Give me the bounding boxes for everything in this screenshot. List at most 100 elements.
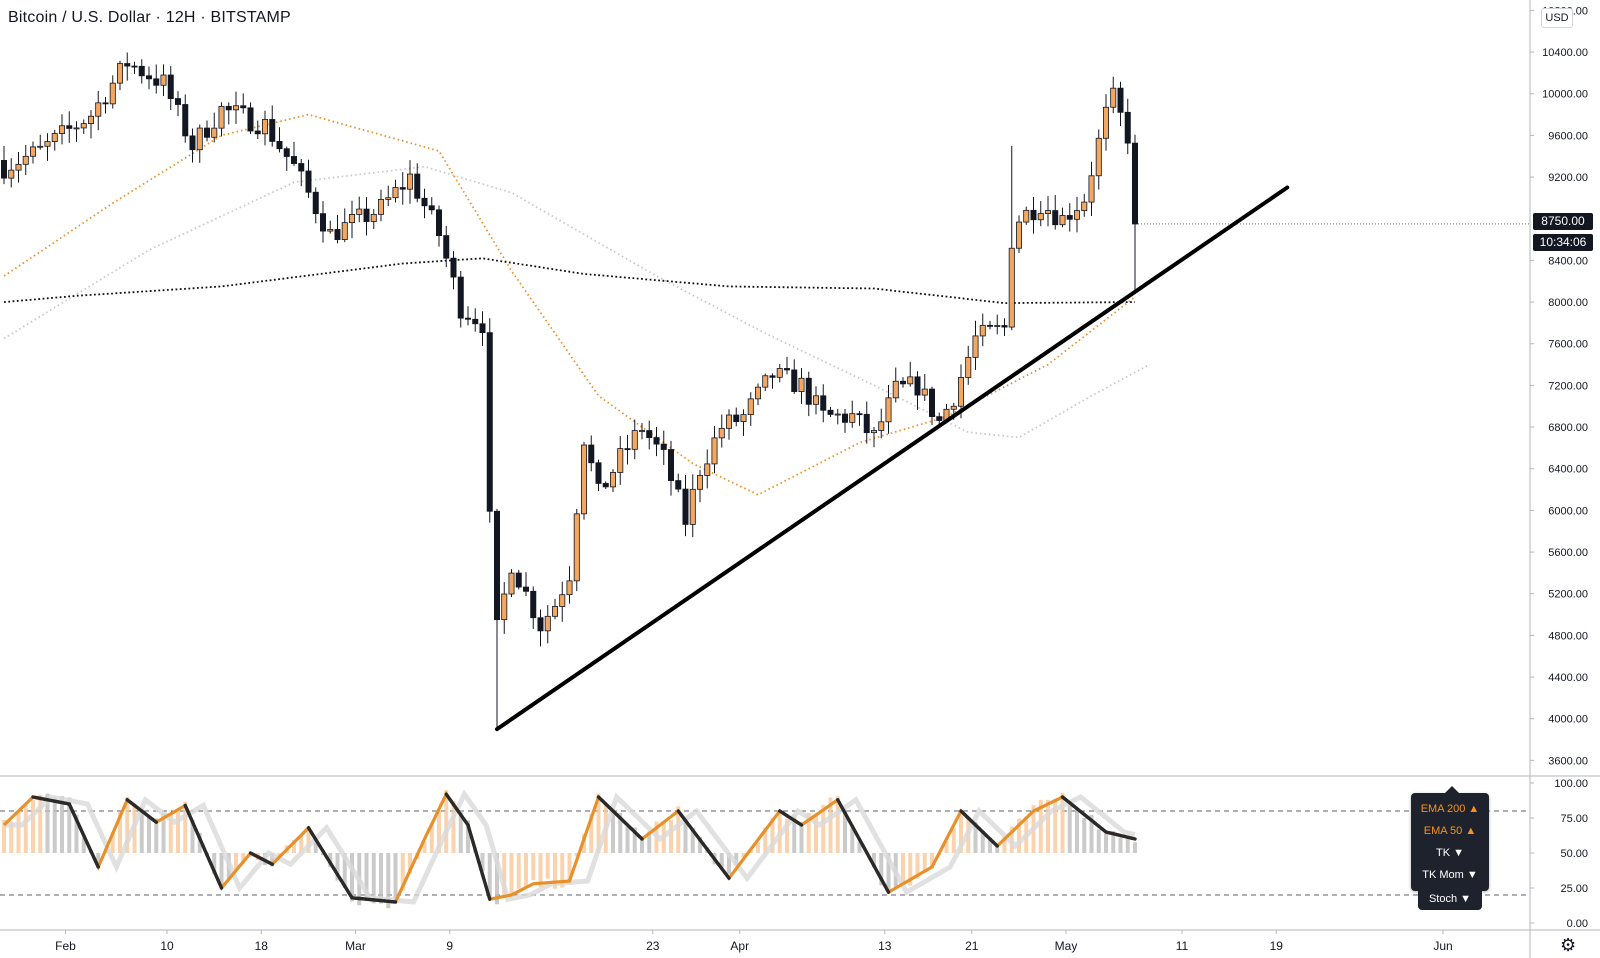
momentum-bar [647,831,652,853]
momentum-bar [458,809,463,853]
candle [182,94,189,143]
legend-ema200[interactable]: EMA 200 ▲ [1420,803,1480,815]
candle [261,110,268,146]
candle [196,124,203,163]
candle [740,409,747,436]
momentum-bar [241,853,246,862]
candle-down [298,163,305,172]
settings-gear-icon[interactable]: ⚙ [1560,935,1577,955]
legend-tk[interactable]: TK ▼ [1436,847,1464,859]
candle-down [450,257,457,278]
candle-up [1059,215,1066,226]
candle-up [348,214,355,224]
candle [994,314,1001,335]
stoch-pane [0,789,1530,909]
momentum-bar [850,828,855,853]
candle-down [682,488,689,525]
momentum-bar [908,853,913,886]
candle [914,371,921,410]
candle [907,361,914,387]
candle [73,121,80,142]
candle-down [1001,325,1008,328]
momentum-bar [45,793,50,853]
candle-down [515,572,522,588]
candle-up [37,145,44,148]
momentum-bar [988,837,992,853]
candle-down [936,416,943,421]
candle [189,128,196,163]
candle-up [885,397,892,423]
price-tick-label: 10000.00 [1542,89,1588,101]
momentum-bar [763,827,768,853]
momentum-bar [9,821,14,853]
candle-down [856,413,863,416]
candle-down [493,510,500,621]
candle [1110,76,1117,114]
candle [22,144,29,176]
candle [414,163,421,203]
stoch-tick-label: 50.00 [1560,848,1588,860]
legend-tk-mom[interactable]: TK Mom ▼ [1422,869,1478,881]
price-tick-label: 9600.00 [1548,130,1588,142]
candle-down [595,462,602,484]
candle [312,187,319,224]
candle-up [892,380,899,399]
candle [682,475,689,537]
candle [327,220,334,234]
candle-up [356,208,363,215]
momentum-bar [487,853,492,900]
candle [588,435,595,472]
candle-up [88,115,95,125]
momentum-bar [959,810,963,853]
momentum-bar [67,797,72,853]
momentum-bar [567,853,572,885]
candle-down [153,78,160,86]
candle [762,373,769,392]
candle [218,102,225,137]
momentum-bar [371,853,376,904]
candle-up [697,475,704,490]
candle-up [15,163,22,171]
candle [552,598,559,620]
candle-up [392,187,399,199]
candle-down [1030,209,1037,221]
candle [66,111,73,143]
momentum-bar [1038,799,1043,853]
candle-up [44,141,51,147]
candle [51,129,58,151]
momentum-bar [516,853,521,889]
time-tick-label: 23 [646,939,660,953]
candle-down [269,119,276,142]
candle-up [631,430,638,450]
momentum-bar [1082,817,1087,853]
candle-down [457,276,464,319]
candle [834,408,841,425]
currency-badge[interactable]: USD [1541,8,1573,28]
candle [493,508,500,730]
candle [276,127,283,153]
candle-down [769,375,776,378]
momentum-bar [1017,818,1021,853]
momentum-bar [408,853,412,874]
candle [1074,196,1081,233]
candle [856,410,863,426]
momentum-bar [835,796,840,853]
stoch-k-falling [477,860,485,877]
candle [849,400,856,428]
candle [240,93,247,114]
momentum-bar [277,853,282,856]
candle [44,133,51,161]
candle [805,371,812,417]
legend-ema50[interactable]: EMA 50 ▲ [1423,825,1477,837]
candle [1081,193,1088,217]
momentum-bar [342,853,347,889]
stoch-k-falling [150,817,158,824]
candle [341,208,348,243]
momentum-bar [502,853,507,898]
candle [232,91,239,124]
candle [211,112,218,143]
candle [697,470,704,503]
legend-stoch[interactable]: Stoch ▼ [1418,888,1482,910]
stoch-tick-label: 25.00 [1560,883,1588,895]
